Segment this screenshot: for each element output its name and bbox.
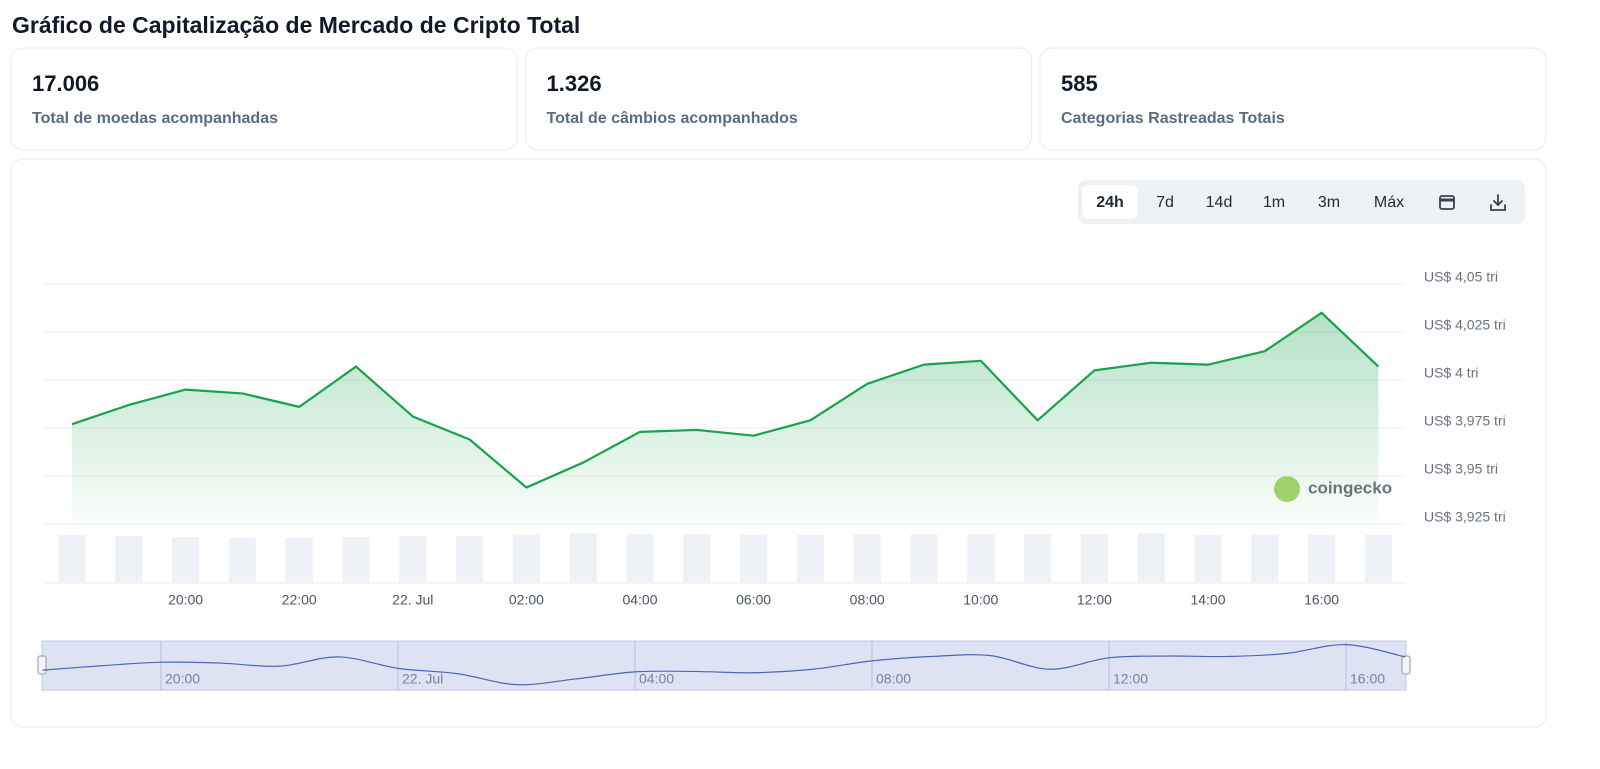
volume-bar xyxy=(1080,534,1108,583)
navigator-label: 12:00 xyxy=(1113,671,1148,687)
x-tick-label: 12:00 xyxy=(1077,592,1112,608)
stat-value: 1.326 xyxy=(547,71,602,96)
range-button[interactable]: 24h xyxy=(1096,194,1124,211)
calendar-icon[interactable] xyxy=(1439,195,1455,210)
stat-label: Total de moedas acompanhadas xyxy=(32,110,278,127)
range-selector xyxy=(1078,180,1525,224)
volume-bar xyxy=(342,537,370,583)
navigator-line xyxy=(42,643,1406,686)
navigator-label: 04:00 xyxy=(639,671,674,687)
volume-bar xyxy=(796,535,824,583)
stat-card xyxy=(1039,47,1547,151)
volume-bar xyxy=(115,536,143,583)
stat-value: 585 xyxy=(1061,71,1098,96)
range-button[interactable]: 3m xyxy=(1318,194,1340,211)
line xyxy=(71,311,1380,489)
area xyxy=(72,312,1379,524)
y-tick-label: US$ 3,95 tri xyxy=(1424,461,1498,477)
volume-bar xyxy=(910,534,938,583)
y-tick-label: US$ 4,05 tri xyxy=(1424,269,1498,285)
volume-bar xyxy=(1251,535,1279,583)
navigator-label: 08:00 xyxy=(876,671,911,687)
navigator-label: 16:00 xyxy=(1350,671,1385,687)
page-title: Gráfico de Capitalização de Mercado de C… xyxy=(12,12,580,38)
volume-bar xyxy=(228,538,256,583)
navigator-label: 20:00 xyxy=(165,671,200,687)
y-tick-label: US$ 3,925 tri xyxy=(1424,509,1506,525)
volume-bar xyxy=(285,538,313,583)
volume-bar xyxy=(399,536,427,583)
range-button[interactable]: 14d xyxy=(1206,194,1233,211)
x-tick-label: 20:00 xyxy=(168,592,203,608)
x-tick-label: 02:00 xyxy=(509,592,544,608)
volume-bar xyxy=(456,536,484,583)
stat-card xyxy=(10,47,518,151)
volume-bar xyxy=(1364,535,1392,583)
download-icon[interactable] xyxy=(1490,194,1506,211)
volume-bar xyxy=(683,534,711,583)
range-button[interactable]: 7d xyxy=(1156,194,1174,211)
stat-label: Categorias Rastreadas Totais xyxy=(1061,110,1285,127)
volume-bar xyxy=(853,534,881,583)
volume-bar xyxy=(512,535,540,583)
volume-bar xyxy=(58,535,86,583)
volume-bar xyxy=(569,533,597,583)
x-tick-label: 16:00 xyxy=(1304,592,1339,608)
active-range xyxy=(1082,185,1138,219)
range-button[interactable]: 1m xyxy=(1263,194,1285,211)
x-tick-label: 22:00 xyxy=(282,592,317,608)
x-tick-label: 06:00 xyxy=(736,592,771,608)
volume-bar xyxy=(1024,534,1052,583)
stat-label: Total de câmbios acompanhados xyxy=(547,110,798,127)
stat-cards: 17.006 Total de moedas acompanhadas 1.326 T… xyxy=(10,47,1547,151)
volume-bar xyxy=(967,534,995,583)
y-tick-label: US$ 3,975 tri xyxy=(1424,413,1506,429)
y-tick-label: US$ 4,025 tri xyxy=(1424,317,1506,333)
x-tick-label: 14:00 xyxy=(1190,592,1225,608)
volume-bar xyxy=(626,534,654,583)
stat-card xyxy=(525,47,1032,151)
volume-bar xyxy=(1308,535,1336,583)
volume-bar xyxy=(740,535,768,583)
volume-bar xyxy=(172,537,200,583)
x-tick-label: 08:00 xyxy=(850,592,885,608)
stat-value: 17.006 xyxy=(32,71,99,96)
x-tick-label: 22. Jul xyxy=(392,592,433,608)
volume-bar xyxy=(1137,533,1165,583)
navigator-handle[interactable] xyxy=(1401,655,1411,675)
y-tick-label: US$ 4 tri xyxy=(1424,365,1478,381)
x-tick-label: 10:00 xyxy=(963,592,998,608)
navigator-label: 22. Jul xyxy=(402,671,443,687)
range-button[interactable]: Máx xyxy=(1374,194,1404,211)
navigator-handle[interactable] xyxy=(37,655,47,675)
x-tick-label: 04:00 xyxy=(622,592,657,608)
volume-bar xyxy=(1194,535,1222,583)
